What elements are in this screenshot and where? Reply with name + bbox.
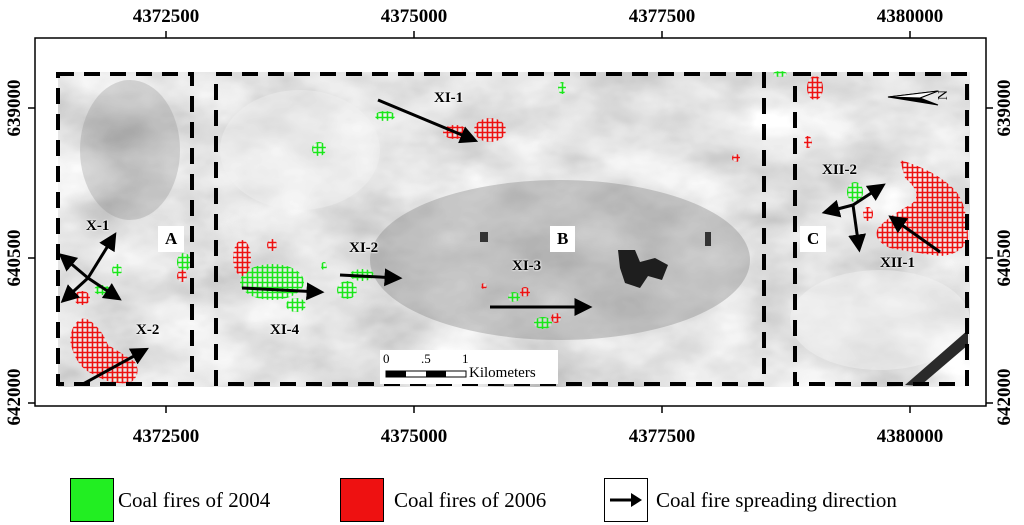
scale-tick-0: 0 [383, 351, 390, 366]
north-arrow-letter: N [936, 89, 952, 101]
legend-label-2006: Coal fires of 2006 [394, 487, 547, 512]
y-tick-right: 640500 [992, 213, 1018, 303]
zone-label-c: C [800, 226, 827, 252]
satellite-image [58, 72, 970, 387]
spreading-arrows [58, 98, 941, 386]
legend-swatch-2004 [70, 478, 114, 522]
y-tick-right: 642000 [992, 352, 1018, 442]
zone-a-boundary [56, 72, 194, 386]
scale-unit-label: Kilometers [469, 365, 536, 381]
fire-label-xii-1: XII-1 [880, 255, 916, 271]
y-tick-right-label: 639000 [994, 79, 1015, 137]
y-tick-left-label: 639000 [4, 79, 25, 137]
x-tick-top: 4372500 [132, 6, 200, 27]
legend-label-spreading: Coal fire spreading direction [656, 487, 897, 512]
legend-item-spreading: Coal fire spreading direction [604, 476, 897, 524]
x-tick-top: 4380000 [876, 6, 944, 27]
y-tick-left-label: 640500 [4, 229, 25, 287]
fire-label-x-2: X-2 [136, 322, 160, 338]
zone-c-boundary [793, 72, 969, 386]
y-tick-left-label: 642000 [4, 368, 25, 426]
x-tick-bottom: 4372500 [132, 426, 200, 447]
scale-bar [380, 350, 558, 384]
fire-label-xi-4: XI-4 [270, 322, 300, 338]
y-tick-right-label: 640500 [994, 229, 1015, 287]
fire-label-xi-3: XI-3 [512, 258, 542, 274]
fire-label-xi-1: XI-1 [434, 90, 464, 106]
legend-swatch-2006 [340, 478, 384, 522]
zone-label-a: A [158, 226, 185, 252]
fire-label-xi-2: XI-2 [349, 240, 379, 256]
legend-label-2004: Coal fires of 2004 [118, 487, 271, 512]
zone-label-b: B [550, 226, 576, 252]
x-tick-top: 4377500 [628, 6, 696, 27]
axis-ticks [28, 31, 993, 413]
x-tick-bottom: 4377500 [628, 426, 696, 447]
x-tick-top: 4375000 [380, 6, 448, 27]
fire-label-x-1: X-1 [86, 218, 110, 234]
y-tick-left: 640500 [2, 213, 28, 303]
north-arrow-icon [887, 90, 939, 106]
legend: Coal fires of 2004 Coal fires of 2006 Co… [0, 470, 1024, 525]
y-tick-right-label: 642000 [994, 368, 1015, 426]
legend-item-2004: Coal fires of 2004 [70, 476, 270, 524]
scale-tick-1: 1 [462, 351, 469, 366]
scale-tick-half: .5 [421, 351, 431, 366]
fire-label-xii-2: XII-2 [822, 162, 858, 178]
y-tick-right: 639000 [992, 63, 1018, 153]
arrow-icon [604, 478, 648, 522]
x-tick-bottom: 4375000 [380, 426, 448, 447]
dark-patch [618, 250, 668, 288]
legend-item-2006: Coal fires of 2006 [340, 476, 546, 524]
x-tick-bottom: 4380000 [876, 426, 944, 447]
y-tick-left: 642000 [2, 352, 28, 442]
y-tick-left: 639000 [2, 63, 28, 153]
